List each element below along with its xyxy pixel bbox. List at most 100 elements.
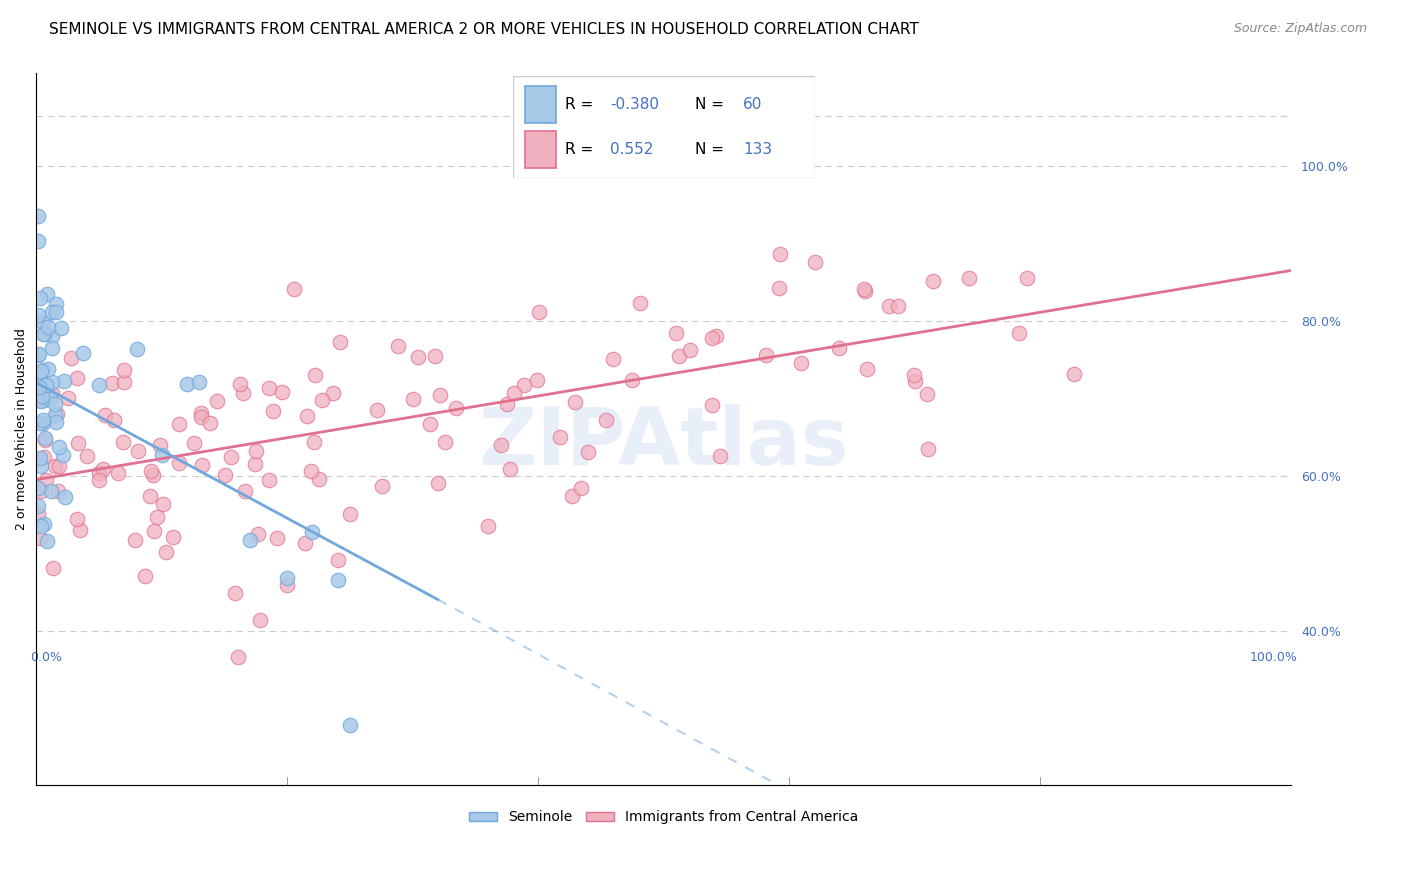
Point <box>176 376 198 391</box>
Point <box>27 234 49 248</box>
Point <box>503 385 526 400</box>
Point <box>30 519 52 533</box>
Point <box>419 417 441 432</box>
Point <box>32 413 55 427</box>
Text: 0.0%: 0.0% <box>30 651 62 665</box>
Point <box>27 481 49 495</box>
Text: R =: R = <box>565 97 593 112</box>
Point <box>205 393 228 408</box>
Point <box>423 349 446 363</box>
Point <box>276 578 298 592</box>
Point <box>257 473 280 487</box>
Point <box>125 343 148 357</box>
Point <box>446 401 468 416</box>
Point <box>704 329 727 343</box>
Point <box>39 392 62 406</box>
Point <box>155 545 177 559</box>
Point <box>922 275 945 289</box>
Point <box>526 373 548 387</box>
Point <box>427 476 450 491</box>
Point <box>294 536 316 550</box>
Point <box>67 435 90 450</box>
Text: N =: N = <box>695 142 724 157</box>
Point <box>322 385 344 400</box>
Point <box>529 304 551 318</box>
Point <box>27 348 49 362</box>
Point <box>31 417 53 431</box>
Point <box>700 331 723 345</box>
Point <box>561 489 583 503</box>
Point <box>295 409 318 424</box>
Point <box>89 467 111 481</box>
Point <box>308 472 330 486</box>
Point <box>32 326 55 341</box>
Point <box>167 456 190 470</box>
Point <box>301 524 323 539</box>
Point <box>112 375 135 389</box>
Point <box>138 489 160 503</box>
Point <box>188 375 211 389</box>
Point <box>32 393 55 408</box>
Point <box>167 417 190 431</box>
Point <box>276 571 298 585</box>
Point <box>434 434 457 449</box>
Point <box>221 450 243 464</box>
Point <box>628 296 651 310</box>
Point <box>496 397 519 411</box>
Point <box>329 334 352 349</box>
Point <box>304 368 326 382</box>
Point <box>235 484 257 499</box>
Point <box>249 613 271 627</box>
Point <box>1063 368 1085 382</box>
Point <box>477 519 499 533</box>
Point <box>326 552 349 566</box>
Point <box>903 368 925 383</box>
Point <box>30 531 52 545</box>
Point <box>143 524 166 538</box>
Point <box>270 385 292 400</box>
Point <box>190 406 212 420</box>
Point <box>35 473 58 487</box>
Point <box>30 484 52 499</box>
Point <box>489 437 512 451</box>
Point <box>72 345 94 359</box>
Text: R =: R = <box>565 142 593 157</box>
Point <box>45 297 67 311</box>
FancyBboxPatch shape <box>513 76 815 178</box>
Point <box>30 394 52 409</box>
Point <box>44 397 66 411</box>
Point <box>700 398 723 412</box>
Point <box>853 282 876 296</box>
Point <box>39 483 62 498</box>
Point <box>34 433 56 447</box>
Text: ZIPAtlas: ZIPAtlas <box>478 404 849 483</box>
Point <box>621 373 644 387</box>
Point <box>150 448 173 462</box>
Point <box>41 329 63 343</box>
Point <box>28 292 51 306</box>
Point <box>51 321 73 335</box>
Point <box>149 438 172 452</box>
Point <box>709 449 731 463</box>
Point <box>917 442 939 457</box>
Point <box>58 392 80 406</box>
Point <box>326 574 349 588</box>
Point <box>339 718 361 732</box>
Point <box>52 448 75 462</box>
Point <box>28 416 51 430</box>
Point <box>299 464 322 478</box>
Point <box>31 389 53 403</box>
Point <box>44 459 66 474</box>
Point <box>76 449 98 463</box>
Point <box>103 413 125 427</box>
Point <box>183 436 205 450</box>
Point <box>44 409 66 423</box>
Point <box>107 466 129 480</box>
Point <box>768 280 790 294</box>
Point <box>59 351 82 365</box>
Point <box>48 459 70 474</box>
Legend: Seminole, Immigrants from Central America: Seminole, Immigrants from Central Americ… <box>464 805 863 830</box>
Point <box>214 467 236 482</box>
Point <box>804 254 827 268</box>
Point <box>127 444 149 458</box>
